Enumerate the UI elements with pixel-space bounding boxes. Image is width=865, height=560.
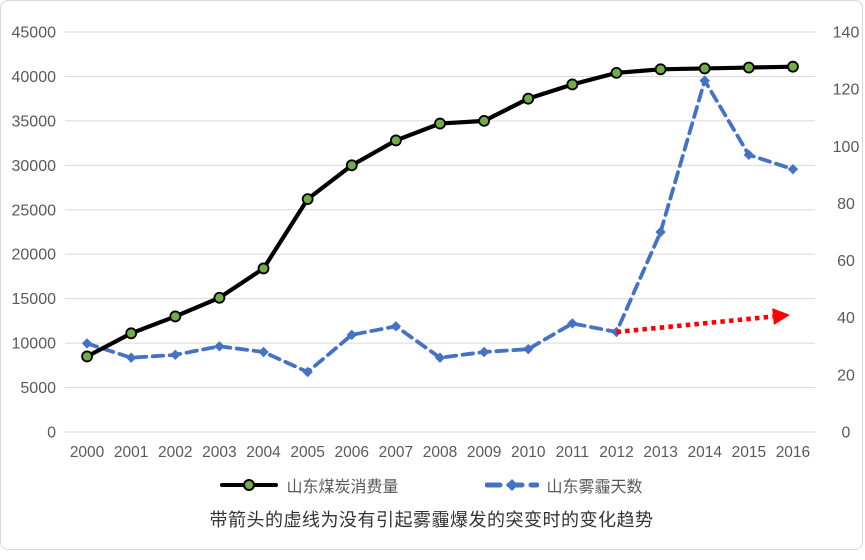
x-axis-tick-label: 2016	[776, 444, 810, 461]
haze-data-point	[390, 321, 402, 332]
coal-data-point	[345, 159, 358, 172]
x-axis-tick-label: 2002	[158, 444, 192, 461]
gridlines	[65, 31, 815, 433]
left-axis-tick-label: 45000	[12, 25, 57, 42]
right-axis-tick-label: 60	[837, 253, 855, 270]
right-axis-labels: 0 20 40 60 80 100 120 140	[833, 25, 860, 442]
left-axis-tick-label: 0	[47, 425, 56, 442]
legend-label-coal: 山东煤炭消费量	[286, 479, 399, 496]
left-axis-tick-label: 40000	[12, 69, 57, 86]
coal-line-swatch-icon	[220, 478, 279, 492]
coal-data-point	[301, 193, 314, 206]
haze-data-point	[214, 341, 225, 352]
left-axis-tick-label: 5000	[20, 380, 56, 397]
trend-arrow-line	[616, 314, 774, 335]
haze-data-point	[434, 352, 446, 363]
right-axis-tick-label: 120	[833, 82, 860, 99]
trend-arrow	[616, 308, 790, 335]
haze-data-point	[478, 346, 490, 358]
coal-data-point	[654, 63, 667, 76]
legend-item-haze: 山东雾霾天数	[484, 473, 643, 497]
haze-data-point	[787, 163, 799, 175]
legend-item-coal: 山东煤炭消费量	[220, 473, 399, 497]
x-axis-tick-label: 2005	[290, 444, 324, 461]
haze-data-point	[567, 318, 578, 329]
x-axis-tick-label: 2011	[556, 444, 589, 461]
haze-line-swatch-icon	[484, 479, 539, 491]
coal-data-point	[389, 134, 402, 147]
haze-data-point	[523, 343, 534, 355]
coal-series-line	[84, 64, 796, 359]
left-axis-tick-label: 15000	[12, 291, 57, 308]
coal-data-point	[787, 60, 799, 73]
left-axis-tick-label: 20000	[12, 247, 57, 264]
left-axis-tick-label: 25000	[12, 202, 57, 219]
haze-data-point	[346, 329, 357, 341]
x-axis-tick-label: 2015	[732, 444, 766, 461]
chart-frame: 0 5000 10000 15000 20000 25000 30000 35000 40000…	[0, 0, 863, 550]
coal-data-point	[434, 117, 446, 130]
x-axis-tick-label: 2003	[202, 444, 236, 461]
x-axis-tick-label: 2010	[511, 444, 546, 461]
coal-data-point	[698, 62, 711, 75]
x-axis-tick-label: 2000	[70, 444, 105, 461]
coal-data-point	[742, 61, 755, 74]
trend-arrow-head	[772, 308, 790, 325]
left-axis-labels: 0 5000 10000 15000 20000 25000 30000 35000 40000…	[12, 25, 57, 442]
x-axis-tick-label: 2012	[599, 444, 633, 461]
haze-data-point	[655, 226, 666, 238]
haze-data-point	[743, 149, 755, 161]
coal-data-point	[610, 66, 623, 79]
chart-legend: 山东煤炭消费量 山东雾霾天数	[1, 473, 862, 497]
haze-data-point	[699, 75, 710, 86]
x-axis-tick-label: 2001	[114, 444, 148, 461]
coal-data-point	[169, 310, 182, 323]
haze-data-point	[81, 338, 93, 349]
line-chart: 0500010000150002000025000300003500040000…	[12, 25, 860, 462]
x-axis-tick-label: 2009	[467, 444, 501, 461]
chart-caption: 带箭头的虚线为没有引起雾霾爆发的突变时的变化趋势	[209, 510, 654, 530]
right-axis-tick-label: 20	[837, 367, 855, 384]
right-axis-tick-label: 140	[833, 25, 860, 42]
right-axis-tick-label: 80	[837, 196, 855, 213]
x-axis-tick-label: 2013	[643, 444, 677, 461]
x-axis-tick-label: 2006	[335, 444, 369, 461]
haze-data-point	[258, 346, 269, 358]
coal-data-point	[257, 262, 270, 275]
coal-swatch-marker	[243, 479, 256, 491]
coal-data-point	[522, 92, 535, 105]
right-axis-tick-label: 40	[837, 310, 855, 327]
x-axis-labels: 2000 2001 2002 2003 2004 2005 2006 2007 2008 2009…	[70, 444, 810, 461]
right-axis-tick-label: 0	[842, 425, 851, 442]
left-axis-tick-label: 30000	[12, 158, 57, 175]
x-axis-tick-label: 2004	[246, 444, 281, 461]
haze-data-point	[302, 366, 313, 378]
coal-data-point	[478, 114, 491, 127]
coal-data-point	[213, 291, 226, 304]
right-axis-tick-label: 100	[833, 139, 860, 156]
x-axis-tick-label: 2014	[687, 444, 722, 461]
coal-data-point	[81, 350, 93, 363]
coal-data-point	[566, 78, 579, 91]
coal-data-point	[125, 327, 138, 340]
left-axis-tick-label: 10000	[12, 336, 57, 353]
haze-data-point	[170, 349, 181, 361]
legend-label-haze: 山东雾霾天数	[546, 479, 643, 496]
left-axis-tick-label: 35000	[12, 113, 57, 130]
coal-series-markers	[81, 60, 799, 363]
x-axis-tick-label: 2008	[423, 444, 457, 461]
haze-data-point	[125, 352, 137, 363]
x-axis-tick-label: 2007	[379, 444, 413, 461]
